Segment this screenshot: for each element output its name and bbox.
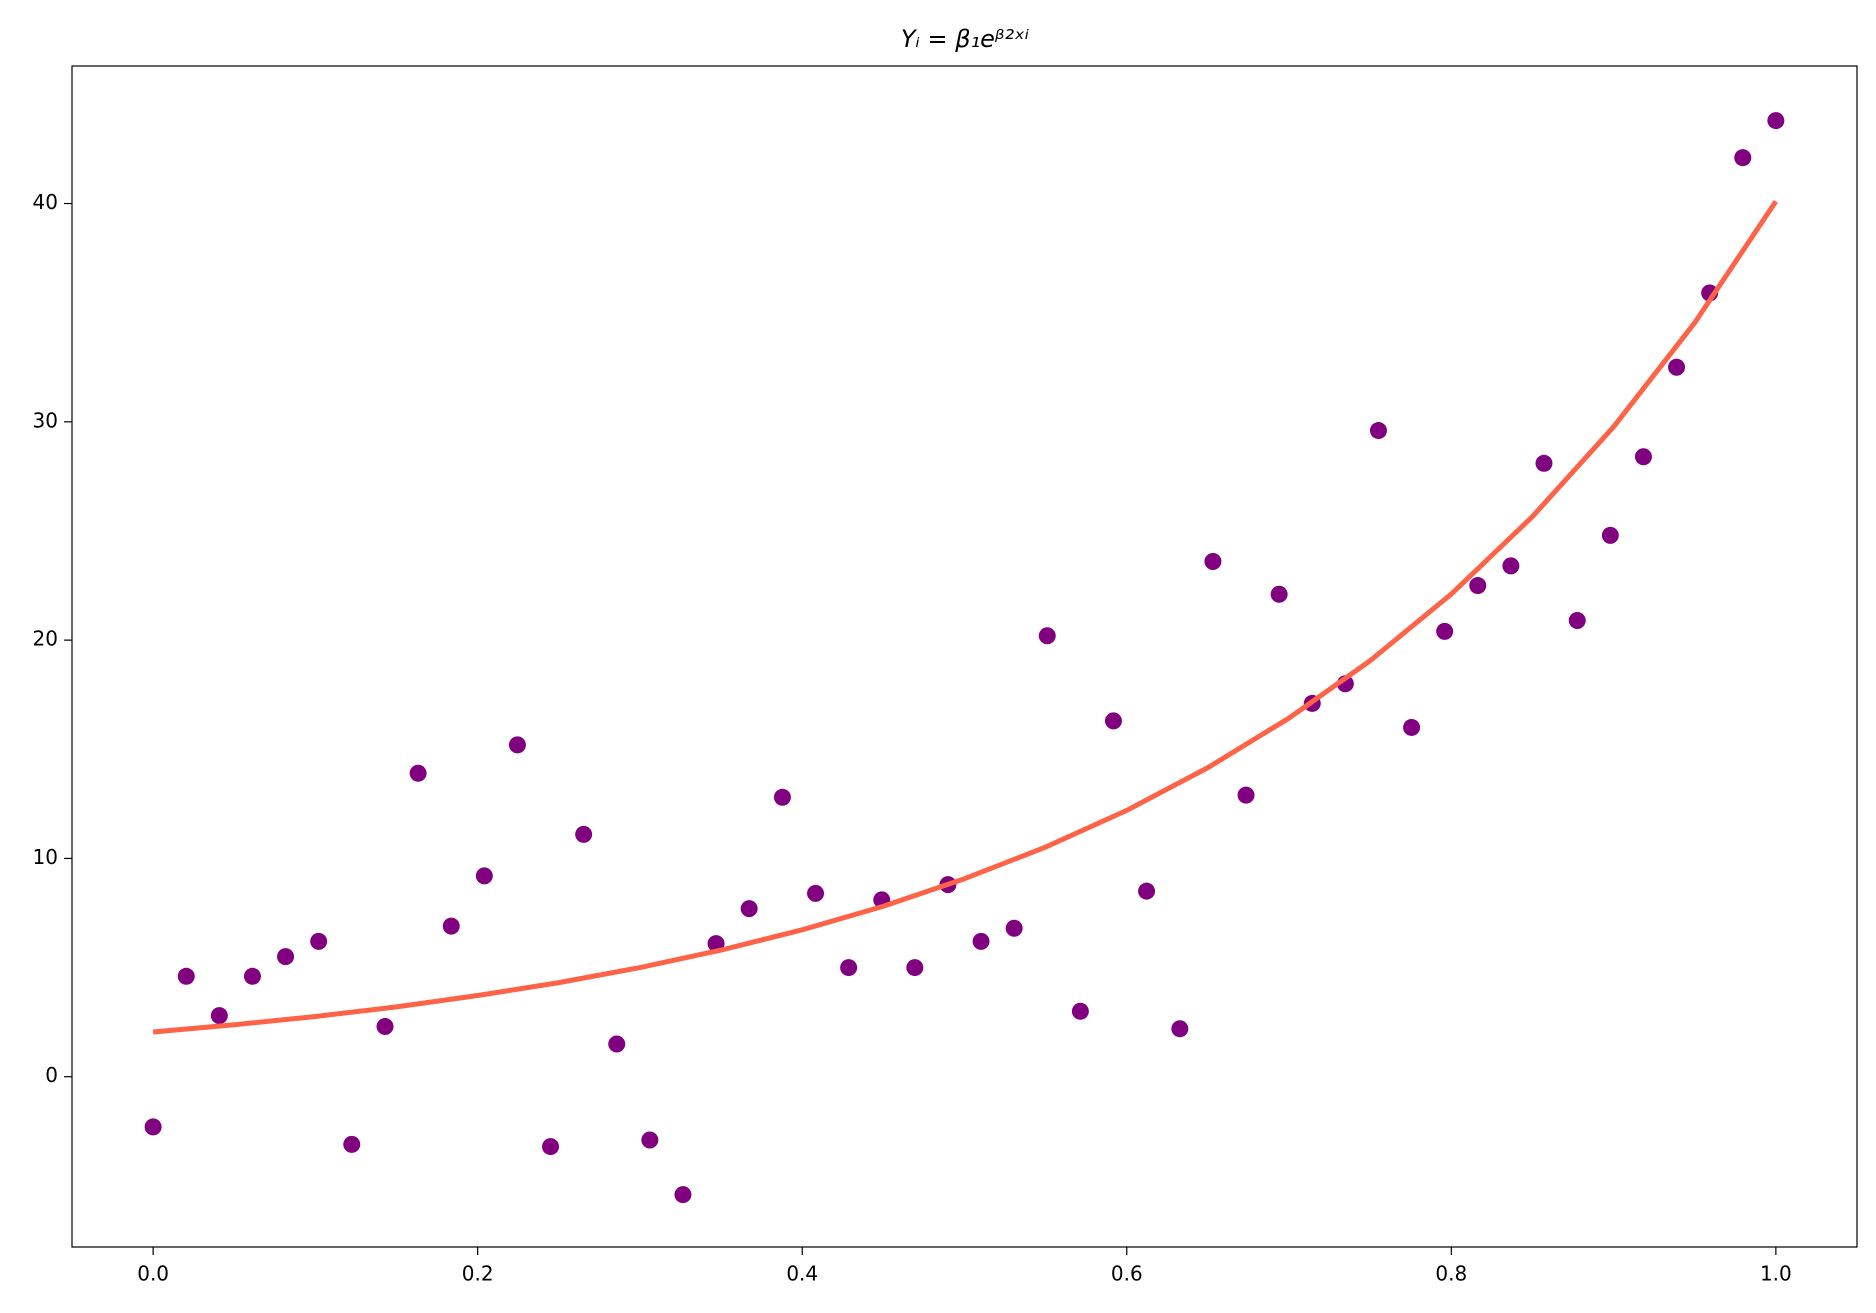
scatter-point — [1767, 112, 1785, 130]
y-tick-label: 40 — [33, 190, 58, 214]
x-tick-label: 0.2 — [462, 1262, 494, 1286]
scatter-point — [575, 825, 593, 843]
scatter-point — [210, 1007, 228, 1025]
scatter-point — [277, 948, 295, 966]
scatter-point — [641, 1131, 659, 1149]
scatter-point — [807, 884, 825, 902]
scatter-point — [1734, 149, 1752, 167]
fit-line — [152, 199, 1778, 1035]
x-tick-label: 0.6 — [1111, 1262, 1143, 1286]
scatter-point — [1237, 786, 1255, 804]
scatter-point — [906, 959, 924, 977]
scatter-point — [1568, 611, 1586, 629]
scatter-point — [508, 736, 526, 754]
scatter-point — [674, 1186, 692, 1204]
chart-title: Yᵢ = β₁eᵝ²ˣⁱ — [901, 25, 1029, 53]
scatter-point — [310, 932, 328, 950]
scatter-point — [475, 867, 493, 885]
y-tick-label: 20 — [33, 627, 58, 651]
scatter-point — [1634, 448, 1652, 466]
scatter-point — [177, 967, 195, 985]
scatter-point — [1436, 622, 1454, 640]
scatter-point — [740, 900, 758, 918]
scatter-point — [1204, 553, 1222, 571]
scatter-point — [773, 788, 791, 806]
scatter-point — [1138, 882, 1156, 900]
scatter-point — [1469, 577, 1487, 595]
y-tick-label: 30 — [33, 408, 58, 432]
scatter-point — [442, 917, 460, 935]
scatter-point — [1668, 358, 1686, 376]
scatter-point — [1502, 557, 1520, 575]
scatter-point — [376, 1018, 394, 1036]
scatter-point — [608, 1035, 626, 1053]
scatter-point — [1601, 526, 1619, 544]
plot-frame — [71, 65, 1858, 1248]
scatter-point — [1038, 627, 1056, 645]
scatter-point — [243, 967, 261, 985]
scatter-point — [1270, 585, 1288, 603]
x-tick-label: 1.0 — [1760, 1262, 1792, 1286]
scatter-point — [972, 932, 990, 950]
y-tick-label: 10 — [33, 845, 58, 869]
scatter-point — [542, 1138, 560, 1156]
scatter-point — [1403, 718, 1421, 736]
scatter-point — [1535, 454, 1553, 472]
x-tick-label: 0.8 — [1435, 1262, 1467, 1286]
scatter-point — [1369, 422, 1387, 440]
scatter-point — [840, 959, 858, 977]
scatter-point — [1171, 1020, 1189, 1038]
scatter-point — [144, 1118, 162, 1136]
scatter-point — [409, 764, 427, 782]
y-tick-label: 0 — [45, 1063, 58, 1087]
x-tick-label: 0.0 — [137, 1262, 169, 1286]
scatter-point — [1104, 712, 1122, 730]
scatter-point — [343, 1135, 361, 1153]
x-tick-label: 0.4 — [786, 1262, 818, 1286]
scatter-point — [1005, 919, 1023, 937]
scatter-point — [1071, 1002, 1089, 1020]
